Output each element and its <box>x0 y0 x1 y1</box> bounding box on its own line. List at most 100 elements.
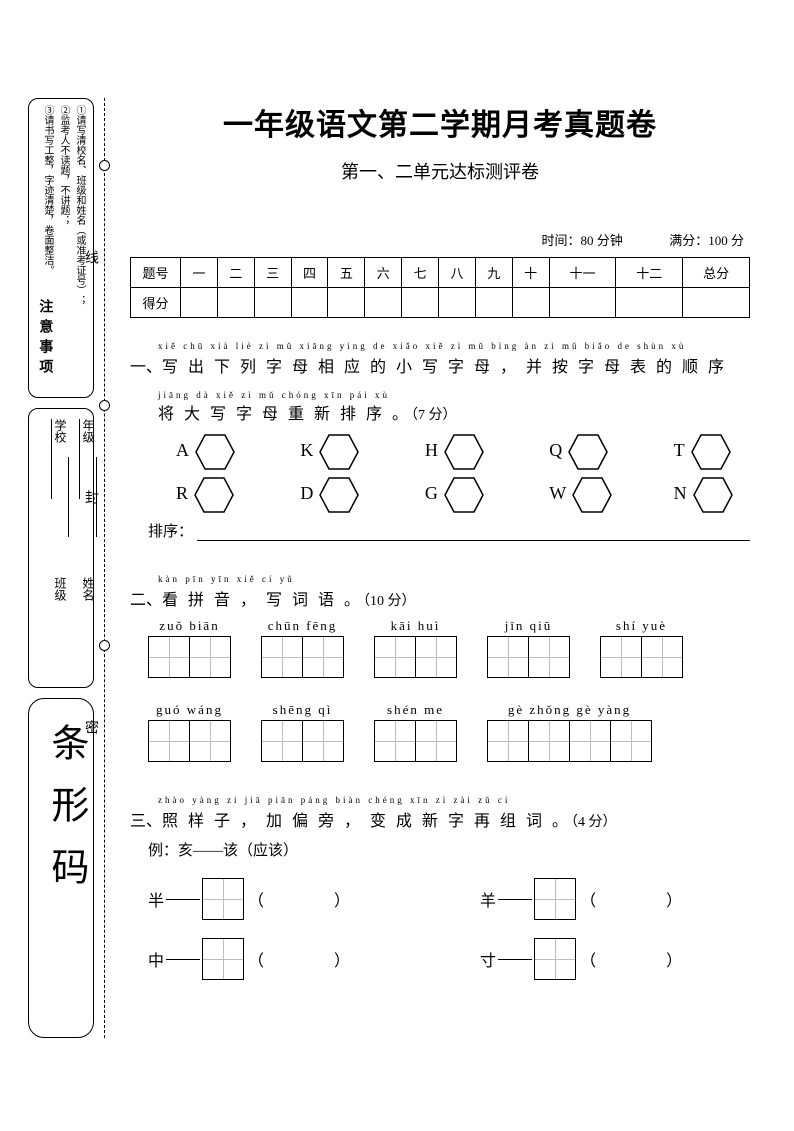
hex-letter: K <box>300 440 313 461</box>
word-row-1: zuǒ biānchūn fēngkāi huìjīn qiūshí yuè <box>148 618 750 678</box>
paren-blank[interactable]: （） <box>580 887 682 911</box>
tianzige-cell[interactable] <box>189 636 231 678</box>
score-cell[interactable] <box>512 288 549 318</box>
meta-line: 时间：80 分钟 满分：100 分 <box>130 230 750 249</box>
col-header: 十 <box>512 258 549 288</box>
word-item: zuǒ biān <box>148 618 231 678</box>
tianzige-cell[interactable] <box>415 636 457 678</box>
tianzige-cell[interactable] <box>202 878 244 920</box>
question-number: 三、 <box>130 813 162 830</box>
tianzige-cell[interactable] <box>487 720 529 762</box>
tianzige-cell[interactable] <box>534 878 576 920</box>
tianzige-cell[interactable] <box>528 636 570 678</box>
instructions-box: 注意事项 ①请写清校名、班级和姓名（或准考证号）； ②监考人不读题，不讲题； ③… <box>28 98 94 398</box>
fold-dot <box>99 640 110 651</box>
hex-letter: H <box>425 440 438 461</box>
time-label: 时间：80 分钟 <box>541 233 622 248</box>
q3-item: 中（） <box>148 938 350 980</box>
tianzige-cell[interactable] <box>261 636 303 678</box>
hexagon-blank[interactable] <box>568 434 606 467</box>
tianzige-cell[interactable] <box>534 938 576 980</box>
dash <box>166 959 200 960</box>
instructions-lines: ①请写清校名、班级和姓名（或准考证号）； ②监考人不读题，不讲题； ③请书写工整… <box>39 105 87 305</box>
score-cell[interactable] <box>365 288 402 318</box>
fold-dot <box>99 160 110 171</box>
tianzige-cell[interactable] <box>415 720 457 762</box>
tianzige-cell[interactable] <box>487 636 529 678</box>
tianzige-cell[interactable] <box>302 720 344 762</box>
barcode-label: 条形码 <box>39 723 94 1023</box>
question-number: 一、 <box>130 359 162 376</box>
hexagon-blank[interactable] <box>572 477 610 510</box>
fold-label-mid: 封 <box>80 490 100 504</box>
info-line[interactable] <box>51 419 52 499</box>
hex-letter: N <box>674 483 687 504</box>
tianzige-cell[interactable] <box>600 636 642 678</box>
q3-row-1: 半（）羊（） <box>148 878 750 920</box>
q3-pinyin: zhào yàng zi jiā piān páng biàn chéng xī… <box>158 790 750 805</box>
sort-underline[interactable] <box>197 525 750 541</box>
score-cell[interactable] <box>217 288 254 318</box>
instruction-line: ②监考人不读题，不讲题； <box>58 105 69 225</box>
word-pinyin: chūn fēng <box>268 618 338 634</box>
info-label-grade: 年级 <box>81 419 95 443</box>
tianzige-cell[interactable] <box>148 720 190 762</box>
q1-pinyin-1: xiě chū xià liè zì mǔ xiāng yìng de xiǎo… <box>158 336 750 351</box>
hex-item: W <box>549 477 625 510</box>
hexagon-blank[interactable] <box>194 477 232 510</box>
score-cell[interactable] <box>402 288 439 318</box>
col-header: 十二 <box>616 258 683 288</box>
word-item: chūn fēng <box>261 618 344 678</box>
hex-letter: W <box>549 483 566 504</box>
tianzige-cell[interactable] <box>189 720 231 762</box>
tianzige-cell[interactable] <box>202 938 244 980</box>
question-2: kàn pīn yīn xiě cí yǔ 二、看 拼 音 ， 写 词 语 。（… <box>130 569 750 762</box>
hex-item: Q <box>549 434 625 467</box>
word-item: guó wáng <box>148 702 231 762</box>
tianzige-cell[interactable] <box>528 720 570 762</box>
hexagon-blank[interactable] <box>319 434 357 467</box>
score-cell[interactable] <box>549 288 616 318</box>
paren-blank[interactable]: （） <box>248 947 350 971</box>
tianzige-cell[interactable] <box>148 636 190 678</box>
hexagon-blank[interactable] <box>444 477 482 510</box>
word-pinyin: shí yuè <box>616 618 667 634</box>
score-cell[interactable] <box>616 288 683 318</box>
hex-row-2: RDGWN <box>176 477 750 510</box>
tianzige-cell[interactable] <box>641 636 683 678</box>
paren-blank[interactable]: （） <box>580 947 682 971</box>
score-cell[interactable] <box>291 288 328 318</box>
score-cell[interactable] <box>181 288 218 318</box>
table-row: 得分 <box>131 288 750 318</box>
barcode-box: 条形码 <box>28 698 94 1038</box>
tianzige-cell[interactable] <box>302 636 344 678</box>
info-line[interactable] <box>79 419 80 499</box>
word-item: shēng qì <box>261 702 344 762</box>
col-header: 二 <box>217 258 254 288</box>
tianzige-cell[interactable] <box>374 636 416 678</box>
paren-blank[interactable]: （） <box>248 887 350 911</box>
hex-item: D <box>300 477 376 510</box>
points: （10 分） <box>363 594 416 609</box>
score-table: 题号 一 二 三 四 五 六 七 八 九 十 十一 十二 总分 得分 <box>130 257 750 318</box>
hexagon-blank[interactable] <box>319 477 357 510</box>
q3-item: 半（） <box>148 878 350 920</box>
tianzige-cell[interactable] <box>261 720 303 762</box>
table-row: 题号 一 二 三 四 五 六 七 八 九 十 十一 十二 总分 <box>131 258 750 288</box>
col-header: 五 <box>328 258 365 288</box>
tianzige-cell[interactable] <box>374 720 416 762</box>
hexagon-blank[interactable] <box>691 434 729 467</box>
score-cell[interactable] <box>439 288 476 318</box>
score-cell[interactable] <box>475 288 512 318</box>
hexagon-blank[interactable] <box>195 434 233 467</box>
score-cell[interactable] <box>328 288 365 318</box>
hexagon-blank[interactable] <box>693 477 731 510</box>
tianzige-cell[interactable] <box>569 720 611 762</box>
tianzige-cell[interactable] <box>610 720 652 762</box>
score-cell[interactable] <box>683 288 750 318</box>
hex-item: H <box>425 434 501 467</box>
score-cell[interactable] <box>254 288 291 318</box>
col-header: 六 <box>365 258 402 288</box>
hexagon-blank[interactable] <box>444 434 482 467</box>
dash <box>166 899 200 900</box>
